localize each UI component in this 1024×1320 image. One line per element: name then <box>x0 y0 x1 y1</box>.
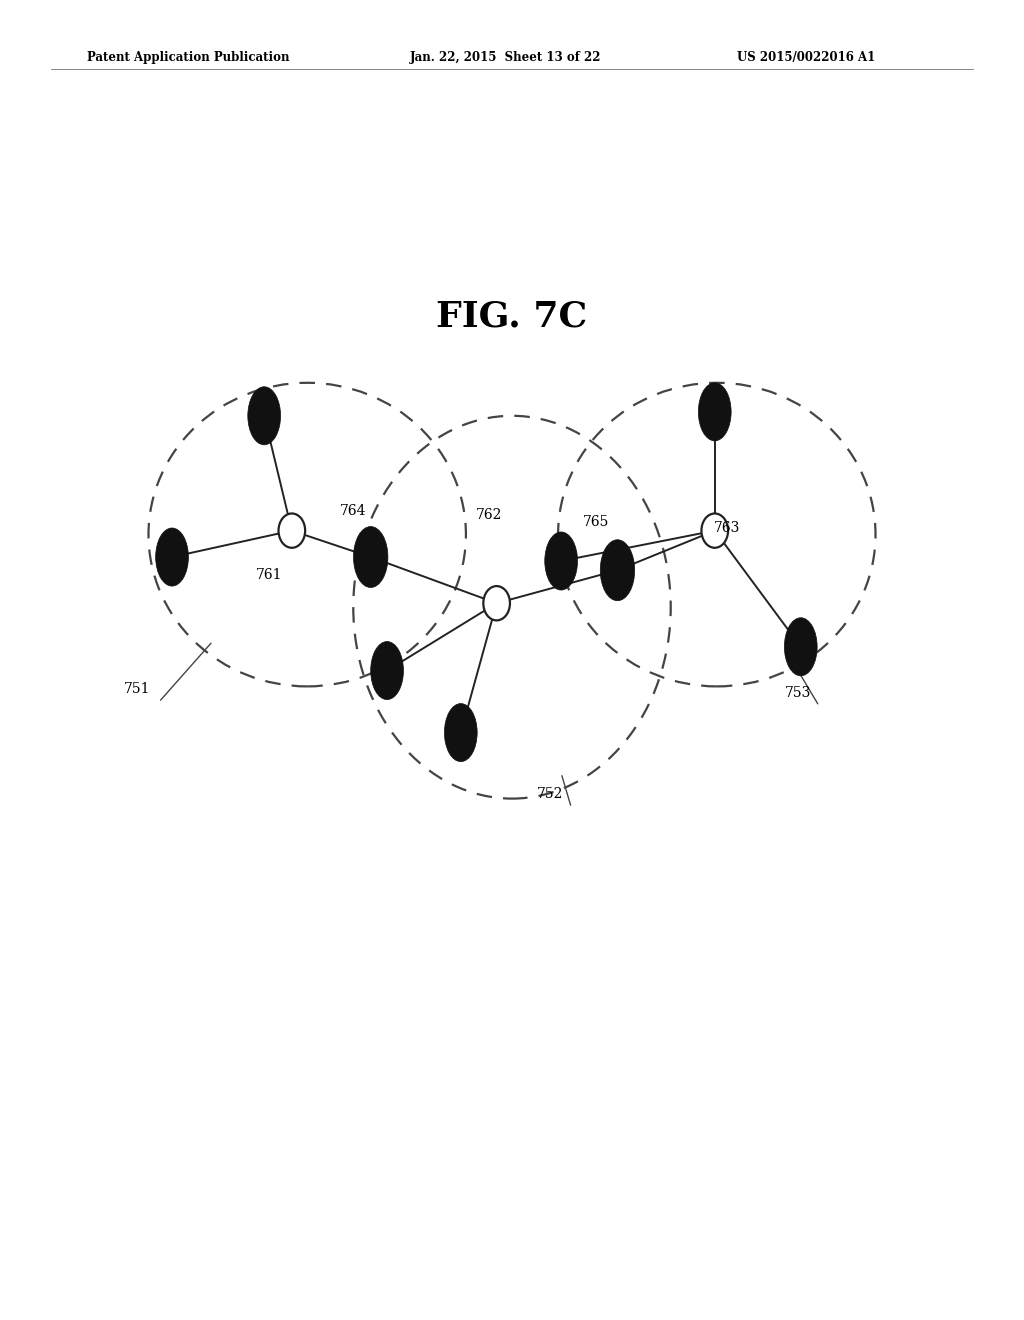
Text: Patent Application Publication: Patent Application Publication <box>87 51 290 65</box>
Ellipse shape <box>248 387 281 445</box>
Text: 763: 763 <box>714 521 740 536</box>
Text: 765: 765 <box>583 515 609 529</box>
Text: 751: 751 <box>124 681 151 696</box>
Circle shape <box>701 513 728 548</box>
Ellipse shape <box>444 704 477 762</box>
Text: 764: 764 <box>340 504 367 519</box>
Text: 761: 761 <box>256 568 283 582</box>
Circle shape <box>483 586 510 620</box>
Ellipse shape <box>545 532 578 590</box>
Ellipse shape <box>600 540 635 601</box>
Ellipse shape <box>784 618 817 676</box>
Circle shape <box>279 513 305 548</box>
Text: Jan. 22, 2015  Sheet 13 of 22: Jan. 22, 2015 Sheet 13 of 22 <box>410 51 601 65</box>
Text: 752: 752 <box>537 787 563 801</box>
Text: FIG. 7C: FIG. 7C <box>436 300 588 334</box>
Ellipse shape <box>698 383 731 441</box>
Text: 753: 753 <box>784 685 811 700</box>
Ellipse shape <box>353 527 388 587</box>
Text: US 2015/0022016 A1: US 2015/0022016 A1 <box>737 51 876 65</box>
Ellipse shape <box>156 528 188 586</box>
Ellipse shape <box>371 642 403 700</box>
Text: 762: 762 <box>476 508 503 523</box>
